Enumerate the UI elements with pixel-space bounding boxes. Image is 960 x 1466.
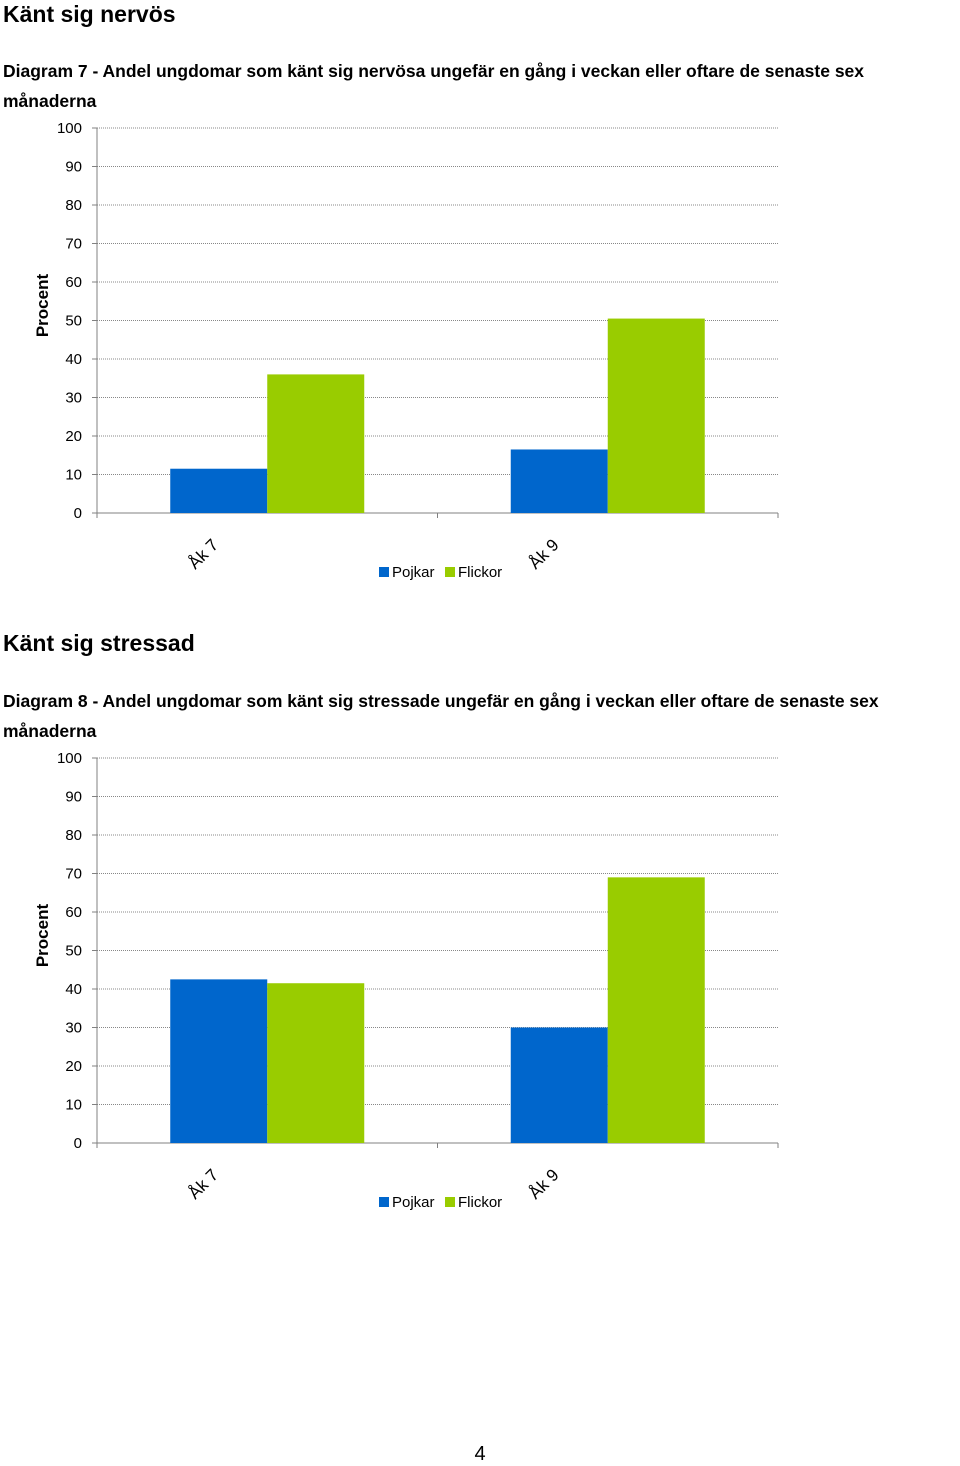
bar-flickor — [267, 374, 365, 513]
y-axis-title: Procent — [33, 274, 52, 338]
y-tick-label: 100 — [57, 120, 82, 137]
y-tick-label: 40 — [65, 351, 82, 368]
y-tick-label: 60 — [65, 274, 82, 291]
y-tick-label: 20 — [65, 1058, 82, 1075]
x-category-label: Åk 7 — [185, 1165, 222, 1202]
chart-7: 0 10 20 30 40 50 60 70 80 90 100 Åk 7 Åk 9 Procent Poj… — [33, 120, 779, 581]
y-tick-label: 90 — [65, 789, 82, 806]
bar-pojkar — [170, 979, 268, 1143]
y-tick-label: 40 — [65, 981, 82, 998]
x-category-label: Åk 9 — [525, 535, 562, 572]
bar-pojkar — [510, 449, 608, 513]
y-tick-label: 70 — [65, 866, 82, 883]
y-tick-label: 10 — [65, 1097, 82, 1114]
legend-label-flickor: Flickor — [458, 564, 502, 581]
legend-swatch-pojkar — [379, 1197, 389, 1207]
section-heading-nervous: Känt sig nervös — [3, 1, 176, 27]
x-category-label: Åk 7 — [185, 535, 222, 572]
y-axis-title: Procent — [33, 904, 52, 968]
y-tick-label: 0 — [74, 505, 82, 522]
legend-label-flickor: Flickor — [458, 1194, 502, 1211]
chart-caption-7: Diagram 7 - Andel ungdomar som känt sig … — [3, 61, 865, 111]
bar-flickor — [267, 983, 365, 1143]
bar-pojkar — [510, 1027, 608, 1143]
chart-caption-8: Diagram 8 - Andel ungdomar som känt sig … — [3, 691, 879, 741]
legend-swatch-flickor — [445, 1197, 455, 1207]
legend-label-pojkar: Pojkar — [392, 564, 435, 581]
y-tick-label: 30 — [65, 390, 82, 407]
legend-swatch-flickor — [445, 567, 455, 577]
section-heading-stressed: Känt sig stressad — [3, 630, 195, 656]
legend-swatch-pojkar — [379, 567, 389, 577]
x-category-label: Åk 9 — [525, 1165, 562, 1202]
y-tick-label: 60 — [65, 904, 82, 921]
y-tick-label: 90 — [65, 159, 82, 176]
y-tick-label: 80 — [65, 827, 82, 844]
bar-pojkar — [170, 468, 268, 513]
y-tick-label: 10 — [65, 467, 82, 484]
y-tick-label: 20 — [65, 428, 82, 445]
page-number: 4 — [474, 1443, 486, 1465]
chart-8: 0 10 20 30 40 50 60 70 80 90 100 Åk 7 Åk 9 Procent Poj… — [33, 750, 779, 1211]
y-tick-label: 100 — [57, 750, 82, 767]
y-tick-label: 30 — [65, 1020, 82, 1037]
y-tick-label: 50 — [65, 313, 82, 330]
bar-flickor — [607, 877, 705, 1143]
y-tick-label: 0 — [74, 1135, 82, 1152]
y-tick-label: 50 — [65, 943, 82, 960]
legend-label-pojkar: Pojkar — [392, 1194, 435, 1211]
y-tick-label: 80 — [65, 197, 82, 214]
y-tick-label: 70 — [65, 236, 82, 253]
bar-flickor — [607, 318, 705, 513]
